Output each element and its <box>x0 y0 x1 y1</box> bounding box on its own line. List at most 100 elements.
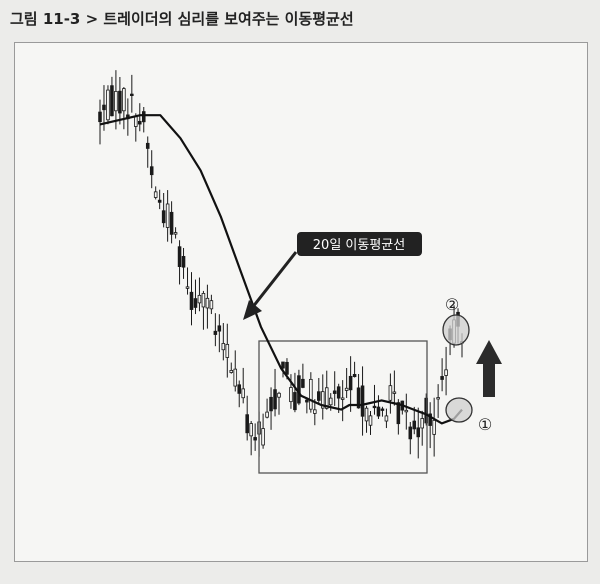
candle <box>436 384 440 418</box>
candle-body <box>185 286 190 289</box>
figure-caption: 그림 11-3 > 트레이더의 심리를 보여주는 이동평균선 <box>10 10 354 28</box>
candle-body <box>106 89 110 121</box>
candle-body <box>173 232 178 235</box>
candle <box>364 405 369 433</box>
candle-body <box>98 111 102 123</box>
candle-body <box>110 85 114 117</box>
candle-body <box>309 378 313 410</box>
candle <box>221 323 226 361</box>
candle <box>380 406 385 417</box>
candle-body <box>324 387 329 409</box>
candle <box>253 423 257 451</box>
candle-body <box>317 391 321 401</box>
candle-body <box>404 409 409 413</box>
candle-body <box>181 256 186 268</box>
candle-body <box>102 104 106 111</box>
candle-body <box>237 384 242 394</box>
candle-body <box>114 91 118 112</box>
candle-body <box>134 116 138 127</box>
candle <box>360 366 365 436</box>
candle-body <box>189 291 194 310</box>
candle <box>245 395 249 441</box>
moving-average-line <box>99 114 463 425</box>
candle-body <box>372 405 377 409</box>
candle-body <box>161 210 166 224</box>
candle-body <box>293 392 297 411</box>
marker-2-label: ② <box>445 295 459 314</box>
candle <box>344 368 349 398</box>
candle-body <box>305 399 309 403</box>
candle-body <box>408 426 413 440</box>
candle-body <box>301 378 305 388</box>
candle-body <box>297 375 301 404</box>
candle <box>110 76 114 117</box>
candle <box>352 361 357 378</box>
candle <box>348 356 353 412</box>
candle-body <box>360 385 365 417</box>
candle <box>305 397 309 414</box>
candle <box>177 240 182 285</box>
candle-body <box>420 418 424 429</box>
candle-body <box>241 388 245 399</box>
candle <box>392 370 397 406</box>
candle <box>309 372 313 413</box>
candle <box>141 106 146 133</box>
candle-body <box>313 409 317 414</box>
candle <box>241 367 245 404</box>
candle-body <box>285 361 289 375</box>
candle-body <box>412 420 417 430</box>
candle <box>404 393 409 430</box>
candle-body <box>356 387 361 409</box>
candle-body <box>440 376 444 380</box>
candle-body <box>281 361 285 369</box>
candle-body <box>380 408 385 411</box>
candle-body <box>141 111 146 123</box>
candlestick-series <box>98 70 464 459</box>
candle-body <box>193 298 198 308</box>
ma-label-arrow-shaft <box>250 251 298 309</box>
candle-body <box>432 419 436 435</box>
candle-body <box>217 325 222 332</box>
candle-body <box>332 390 337 394</box>
candle-body <box>118 90 122 114</box>
candle <box>301 363 305 389</box>
candle <box>388 373 393 414</box>
candle-body <box>145 142 150 149</box>
candle <box>181 247 186 279</box>
candle <box>340 380 345 422</box>
candle-body <box>169 211 174 235</box>
candle-body <box>205 297 210 309</box>
candle-body <box>392 391 397 394</box>
candle <box>412 406 417 435</box>
candle <box>205 284 210 329</box>
candle-body <box>364 407 369 422</box>
candle <box>269 387 273 430</box>
candle <box>165 190 170 242</box>
candle <box>98 99 102 145</box>
candle-body <box>269 396 273 412</box>
candle <box>317 377 321 405</box>
candle <box>428 402 432 449</box>
candle-body <box>261 428 265 446</box>
candle-body <box>336 386 341 399</box>
candle <box>233 350 238 392</box>
candle-body <box>436 397 440 400</box>
chart-frame <box>14 42 588 562</box>
candle <box>145 136 150 168</box>
candle <box>138 103 142 132</box>
candle <box>293 372 297 413</box>
candle-body <box>388 385 393 401</box>
candle-body <box>444 369 448 376</box>
candle-body <box>233 368 238 387</box>
candle-body <box>149 166 154 176</box>
candle-body <box>157 199 162 203</box>
candle <box>201 290 206 330</box>
candle <box>106 85 110 125</box>
candle-body <box>130 93 134 97</box>
candle-body <box>229 370 234 373</box>
candle <box>237 380 242 408</box>
candle <box>261 413 265 449</box>
candle <box>376 395 381 419</box>
candle <box>189 272 194 326</box>
